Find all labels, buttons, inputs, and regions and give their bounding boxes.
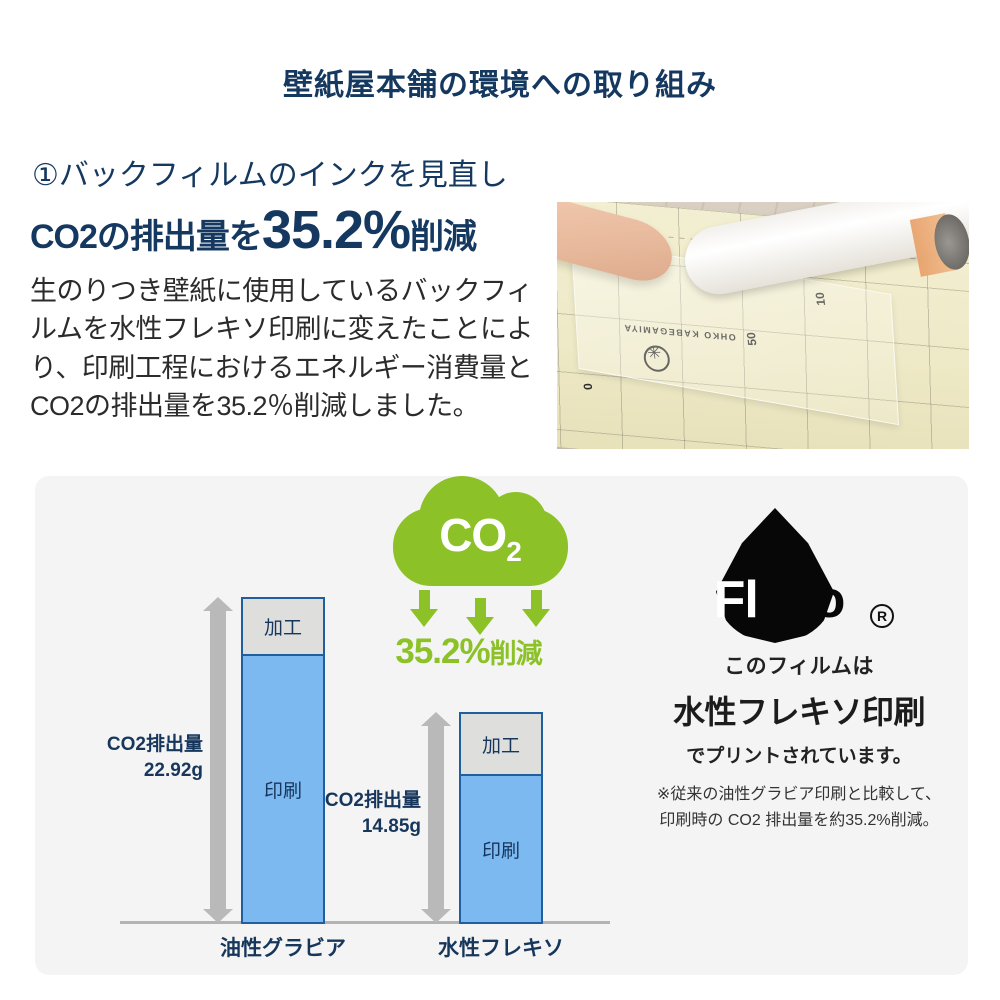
wallpaper-backfilm-photo: OHKO KABEGAMIYA 0 50 10 15 [557, 202, 969, 449]
co2-cloud-label: CO2 [393, 512, 568, 566]
headline-prefix: CO2の排出量を [30, 218, 263, 256]
emission-label-flexo-value: 14.85g [361, 815, 421, 837]
intro-lead-line: ①バックフィルムのインクを見直し [32, 159, 508, 192]
measure-arrow-oil [203, 597, 233, 923]
bar-segment-processing-flexo: 加工 [461, 714, 541, 776]
headline-suffix: 削減 [410, 218, 477, 256]
chart-baseline [120, 921, 610, 924]
flexo-note-line-1: ※従来の油性グラビア印刷と比較して、 [656, 786, 942, 803]
emission-label-oil-title: CO2排出量 [106, 734, 203, 755]
co2-reduction-badge: CO2 35.2%削減 [380, 476, 580, 671]
intro-body-copy: 生のりつき壁紙に使用しているバックフィルムを水性フレキソ印刷に変えたことにより、… [30, 276, 533, 421]
arrow-down-icon-1 [409, 590, 438, 627]
bar-oil-gravure: 加工 印刷 [241, 597, 325, 924]
co2-label-sub: 2 [506, 536, 522, 568]
co2-comparison-chart: 加工 印刷 CO2排出量 22.92g 油性グラビア 加工 印刷 CO2排出量 … [35, 476, 625, 975]
flexo-note: ※従来の油性グラビア印刷と比較して、 印刷時の CO2 排出量を約35.2%削減… [630, 782, 968, 833]
flexo-logo: Flexo R [674, 508, 924, 648]
flexo-logo-text-black: exo [757, 571, 846, 629]
bar-segment-printing-flexo: 印刷 [461, 776, 541, 922]
flexo-logo-text-white: Fl [713, 571, 759, 629]
flexo-line-3: でプリントされています。 [686, 746, 912, 767]
bar-water-flexo: 加工 印刷 [459, 712, 543, 924]
category-label-water-flexo: 水性フレキソ [438, 937, 564, 960]
co2-reduction-text: 35.2%削減 [366, 632, 571, 672]
registered-trademark-icon: R [870, 604, 894, 628]
bar-segment-processing-oil: 加工 [243, 599, 323, 656]
down-arrows-group [409, 590, 554, 635]
co2-reduction-suffix: 削減 [489, 639, 543, 669]
flexo-logo-text: Flexo [674, 574, 884, 626]
info-panel: 加工 印刷 CO2排出量 22.92g 油性グラビア 加工 印刷 CO2排出量 … [35, 476, 968, 975]
flexo-note-line-2: 印刷時の CO2 排出量を約35.2%削減。 [659, 811, 939, 829]
co2-label-main: CO [439, 509, 507, 561]
co2-reduction-value: 35.2% [395, 632, 490, 671]
cloud-icon [392, 476, 568, 586]
flexo-line-2: 水性フレキソ印刷 [672, 694, 926, 730]
category-label-oil-gravure: 油性グラビア [220, 937, 346, 960]
intro-headline: CO2の排出量を35.2%削減 [30, 200, 477, 260]
page-title: 壁紙屋本舗の環境への取り組み [283, 69, 717, 102]
arrow-down-icon-3 [521, 590, 550, 627]
emission-label-oil: CO2排出量 22.92g [57, 732, 203, 783]
measure-arrow-flexo [421, 712, 451, 923]
emission-label-flexo-title: CO2排出量 [324, 790, 421, 811]
emission-label-oil-value: 22.92g [143, 759, 203, 781]
flexo-brand-block: Flexo R このフィルムは 水性フレキソ印刷 でプリントされています。 ※従… [630, 508, 968, 833]
headline-value: 35.2% [261, 200, 411, 260]
bar-segment-printing-oil: 印刷 [243, 656, 323, 922]
co2-cloud-graphic: CO2 [392, 476, 568, 635]
photo-scale-mark-0: 0 [580, 383, 596, 391]
arrow-down-icon-2 [465, 598, 494, 635]
emission-label-flexo: CO2排出量 14.85g [275, 788, 421, 839]
flexo-line-1: このフィルムは [724, 655, 874, 678]
